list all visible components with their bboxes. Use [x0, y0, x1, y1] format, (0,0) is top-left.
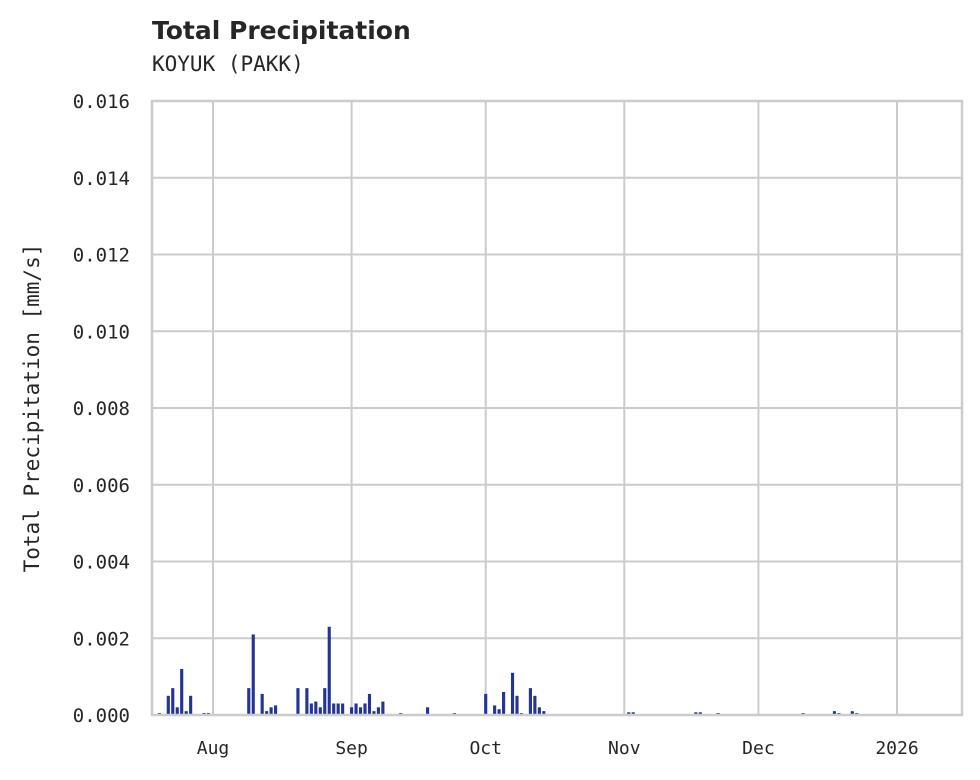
x-tick-label: Oct	[469, 738, 502, 759]
precipitation-bar	[372, 711, 376, 715]
precipitation-bar	[376, 707, 380, 715]
chart-subtitle: KOYUK (PAKK)	[152, 52, 304, 76]
precipitation-bar	[184, 711, 188, 715]
x-tick-label: Nov	[608, 738, 641, 759]
precipitation-bar	[274, 705, 278, 715]
precipitation-bar	[166, 695, 170, 715]
precipitation-bar	[171, 688, 175, 715]
x-tick-label: Aug	[197, 738, 230, 759]
y-tick-label: 0.012	[73, 245, 130, 267]
precipitation-bar	[336, 703, 340, 715]
precipitation-bar	[358, 707, 363, 715]
precipitation-bar	[265, 711, 269, 715]
precipitation-bar	[296, 688, 300, 715]
precipitation-bar	[484, 693, 488, 715]
x-axis-ticks: Aug Sep Oct Nov Dec 2026	[197, 738, 919, 759]
precipitation-bar	[367, 693, 372, 715]
chart-title: Total Precipitation	[152, 16, 411, 45]
y-tick-label: 0.002	[73, 628, 130, 650]
precipitation-bar	[533, 695, 537, 715]
precipitation-bar	[515, 695, 519, 715]
precipitation-bar	[305, 688, 309, 715]
y-tick-label: 0.004	[73, 552, 130, 574]
precipitation-bar	[832, 711, 836, 715]
precipitation-bar	[350, 707, 354, 715]
y-tick-label: 0.008	[73, 398, 130, 420]
precipitation-bar	[314, 701, 318, 715]
x-tick-label: 2026	[875, 738, 918, 759]
precipitation-bar	[247, 688, 251, 715]
y-tick-label: 0.016	[73, 91, 130, 113]
precipitation-bar	[528, 688, 532, 715]
precipitation-bar	[269, 707, 273, 715]
precipitation-bar	[381, 701, 385, 715]
precipitation-bar	[627, 712, 631, 715]
precipitation-bar	[502, 691, 506, 715]
precipitation-bar	[341, 703, 345, 715]
x-tick-label: Dec	[742, 738, 775, 759]
precipitation-bar	[327, 626, 331, 715]
precipitation-bar	[180, 668, 184, 715]
precipitation-bar	[175, 707, 179, 715]
precipitation-bar	[850, 711, 854, 715]
precipitation-bar	[354, 703, 358, 715]
y-tick-label: 0.000	[73, 705, 130, 727]
precipitation-bar	[694, 712, 698, 715]
y-tick-label: 0.006	[73, 475, 130, 497]
precipitation-bar	[497, 709, 501, 715]
y-tick-label: 0.014	[73, 168, 130, 190]
grid-lines	[152, 100, 962, 716]
precipitation-bar	[189, 695, 193, 715]
precipitation-bar	[363, 703, 367, 715]
y-tick-label: 0.010	[73, 321, 130, 343]
precipitation-bar	[537, 707, 541, 715]
precipitation-bar	[510, 672, 515, 715]
x-tick-label: Sep	[335, 738, 368, 759]
precipitation-bar	[332, 703, 336, 715]
precipitation-bar	[542, 711, 546, 715]
precipitation-bar	[631, 712, 635, 715]
precipitation-bars	[157, 626, 859, 715]
precipitation-bar	[260, 693, 264, 715]
precipitation-bar	[309, 703, 313, 715]
precipitation-bar	[698, 712, 702, 715]
precipitation-bar	[323, 688, 327, 715]
precipitation-bar	[251, 634, 255, 715]
precipitation-bar	[318, 707, 322, 715]
y-axis-ticks: 0.000 0.002 0.004 0.006 0.008 0.010 0.012 0.014…	[73, 91, 130, 727]
plot-frame	[150, 99, 964, 717]
precipitation-bar	[426, 707, 430, 715]
precipitation-bar	[493, 705, 497, 715]
